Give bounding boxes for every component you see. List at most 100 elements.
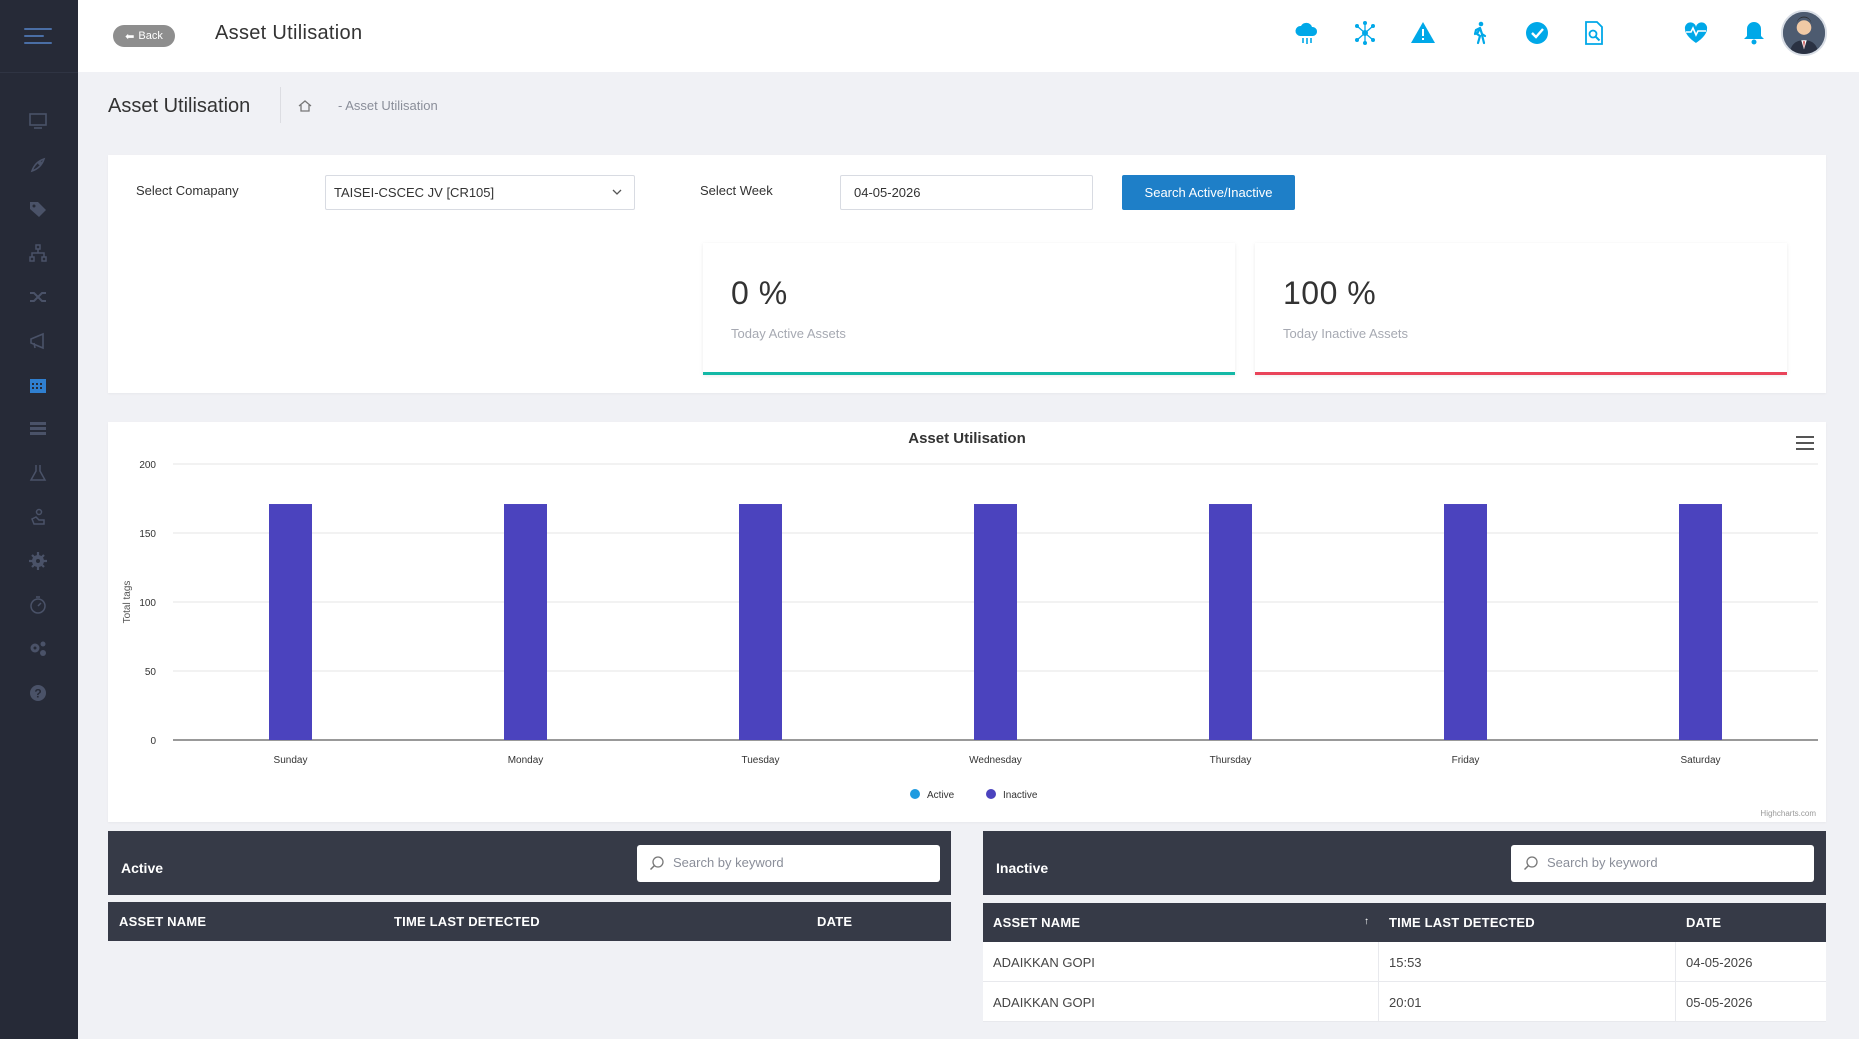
check-circle-icon[interactable]	[1522, 18, 1552, 48]
help-icon[interactable]: ?	[26, 681, 50, 705]
y-tick-label: 150	[139, 529, 156, 540]
back-label: Back	[138, 30, 163, 42]
row-date: 05-05-2026	[1686, 995, 1753, 1010]
hand-icon[interactable]	[26, 505, 50, 529]
inactive-col-asset-name[interactable]: ASSET NAME	[993, 915, 1081, 930]
cloud-icon[interactable]	[1292, 18, 1322, 48]
company-label: Select Comapany	[136, 183, 239, 198]
sidebar: ?	[0, 0, 78, 1039]
search-icon	[1523, 856, 1538, 871]
bar-inactive	[1679, 504, 1722, 740]
asset-utilisation-chart: 0 50 100 150 200 Total tags Sunday Monday Tuesda…	[122, 460, 1818, 801]
company-select[interactable]: TAISEI-CSCEC JV [CR105]	[325, 175, 635, 210]
search-active-inactive-button[interactable]: Search Active/Inactive	[1122, 175, 1295, 210]
active-table-header: ASSET NAME TIME LAST DETECTED DATE	[108, 902, 951, 941]
active-col-time-last-detected[interactable]: TIME LAST DETECTED	[394, 914, 540, 929]
flask-icon[interactable]	[26, 461, 50, 485]
inactive-search-placeholder: Search by keyword	[1547, 855, 1658, 870]
back-button[interactable]: ⬅ Back	[113, 25, 175, 47]
header-divider	[280, 87, 281, 123]
page-title: Asset Utilisation	[108, 95, 251, 117]
header-title: Asset Utilisation	[215, 22, 363, 44]
active-search-input[interactable]: Search by keyword	[637, 845, 940, 882]
breadcrumb: - Asset Utilisation	[338, 98, 438, 113]
active-col-asset-name[interactable]: ASSET NAME	[119, 914, 207, 929]
active-percent: 0 %	[731, 275, 788, 311]
chevron-down-icon	[612, 189, 622, 195]
bar-inactive	[1209, 504, 1252, 740]
y-tick-label: 200	[139, 460, 156, 471]
inactive-stat-card: 100 % Today Inactive Assets	[1255, 243, 1787, 375]
sitemap-icon[interactable]	[26, 241, 50, 265]
inactive-panel-title: Inactive	[996, 860, 1049, 876]
inactive-stat-label: Today Inactive Assets	[1283, 326, 1409, 341]
inactive-stat-bar	[1255, 372, 1787, 375]
inactive-col-date[interactable]: DATE	[1686, 915, 1722, 930]
walking-icon[interactable]	[1465, 18, 1495, 48]
avatar[interactable]	[1781, 10, 1827, 56]
monitor-icon[interactable]	[26, 109, 50, 133]
cogs-icon[interactable]	[26, 637, 50, 661]
cell-divider	[1378, 982, 1379, 1022]
top-bar: ⬅ Back Asset Utilisation	[78, 0, 1859, 72]
gear-icon[interactable]	[26, 549, 50, 573]
cell-divider	[1378, 942, 1379, 982]
arrow-left-icon: ⬅	[125, 30, 135, 43]
chart-menu-icon[interactable]	[1796, 436, 1814, 450]
bell-icon[interactable]	[1739, 18, 1769, 48]
x-tick-label: Monday	[508, 755, 544, 766]
x-tick-label: Thursday	[1210, 755, 1252, 766]
chart-card: Asset Utilisation 0 50 100 150 200 Total tags…	[108, 422, 1826, 822]
sort-asc-icon[interactable]: ↑	[1364, 916, 1370, 927]
rocket-icon[interactable]	[26, 153, 50, 177]
active-stat-card: 0 % Today Active Assets	[703, 243, 1235, 375]
x-tick-label: Sunday	[274, 755, 308, 766]
y-tick-label: 0	[150, 736, 156, 747]
x-tick-label: Wednesday	[969, 755, 1022, 766]
active-stat-label: Today Active Assets	[731, 326, 846, 341]
stopwatch-icon[interactable]	[26, 593, 50, 617]
x-tick-label: Friday	[1452, 755, 1480, 766]
tags-icon[interactable]	[26, 197, 50, 221]
bar-inactive	[974, 504, 1017, 740]
search-icon	[649, 856, 664, 871]
chart-title: Asset Utilisation	[908, 430, 1026, 447]
week-label: Select Week	[700, 183, 773, 198]
list-icon[interactable]	[26, 417, 50, 441]
legend-label-inactive[interactable]: Inactive	[1003, 790, 1038, 801]
chart-credits[interactable]: Highcharts.com	[1760, 809, 1816, 818]
active-panel-title: Active	[121, 860, 164, 876]
row-date: 04-05-2026	[1686, 955, 1753, 970]
bullhorn-icon[interactable]	[26, 329, 50, 353]
report-search-icon[interactable]	[1579, 18, 1609, 48]
inactive-panel-header: Inactive Search by keyword	[983, 831, 1826, 895]
inactive-search-input[interactable]: Search by keyword	[1511, 845, 1814, 882]
inactive-percent: 100 %	[1283, 275, 1377, 311]
bar-inactive	[739, 504, 782, 740]
table-row[interactable]: ADAIKKAN GOPI 20:01 05-05-2026	[983, 982, 1826, 1022]
network-icon[interactable]	[1350, 18, 1380, 48]
y-tick-label: 100	[139, 598, 156, 609]
inactive-col-time-last-detected[interactable]: TIME LAST DETECTED	[1389, 915, 1535, 930]
y-axis-label: Total tags	[122, 581, 133, 624]
legend-label-active[interactable]: Active	[927, 790, 955, 801]
row-asset-name: ADAIKKAN GOPI	[993, 995, 1095, 1010]
alert-icon[interactable]	[1408, 18, 1438, 48]
active-panel-header: Active Search by keyword	[108, 831, 951, 895]
home-icon[interactable]	[297, 98, 313, 114]
heart-pulse-icon[interactable]	[1681, 18, 1711, 48]
row-time: 20:01	[1389, 995, 1422, 1010]
cell-divider	[1675, 942, 1676, 982]
active-col-date[interactable]: DATE	[817, 914, 853, 929]
active-search-placeholder: Search by keyword	[673, 855, 784, 870]
cell-divider	[1675, 982, 1676, 1022]
sidebar-divider	[0, 72, 78, 73]
row-time: 15:53	[1389, 955, 1422, 970]
bar-inactive	[1444, 504, 1487, 740]
hamburger-menu-icon[interactable]	[24, 28, 52, 46]
week-date-input[interactable]: 04-05-2026	[840, 175, 1093, 210]
calendar-icon[interactable]	[26, 373, 50, 397]
shuffle-icon[interactable]	[26, 285, 50, 309]
table-row[interactable]: ADAIKKAN GOPI 15:53 04-05-2026	[983, 942, 1826, 982]
row-asset-name: ADAIKKAN GOPI	[993, 955, 1095, 970]
